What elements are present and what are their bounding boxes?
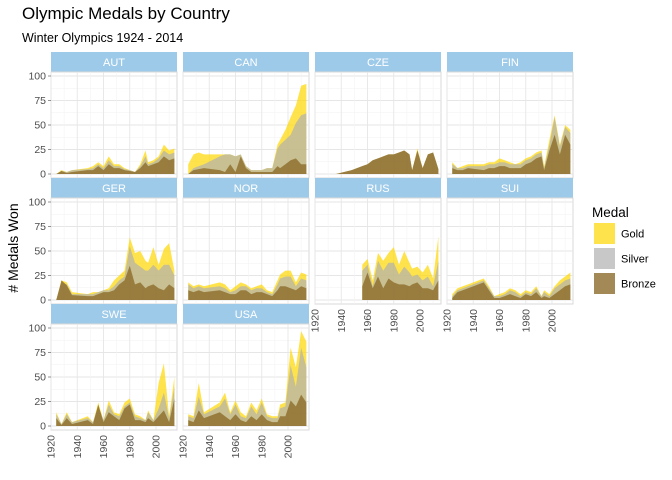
chart-subtitle: Winter Olympics 1924 - 2014	[22, 31, 184, 45]
x-tick-label: 1980	[256, 435, 268, 459]
y-tick-label: 25	[34, 270, 46, 282]
facet-strip	[183, 178, 309, 198]
area-bronze-cze	[320, 150, 439, 174]
legend-key-silver	[594, 248, 615, 269]
area-bronze-ger	[56, 265, 175, 300]
panel-fin: FIN	[446, 52, 574, 179]
y-tick-label: 75	[34, 221, 46, 233]
panel-can: CAN	[182, 52, 310, 179]
y-tick-label: 0	[40, 169, 46, 181]
legend-title: Medal	[592, 205, 629, 220]
x-tick-label: 1940	[468, 309, 480, 333]
x-tick-label: 1960	[98, 435, 110, 459]
y-tick-label: 75	[34, 347, 46, 359]
facet-strip-label: SUI	[501, 183, 519, 195]
facet-strip-label: AUT	[103, 57, 125, 69]
facet-strip-label: SWE	[101, 309, 126, 321]
facet-strip-label: FIN	[501, 57, 519, 69]
facet-strip-label: USA	[235, 309, 258, 321]
area-silver-can	[188, 113, 307, 174]
legend-label-bronze: Bronze	[621, 279, 656, 291]
panel-nor: NOR	[182, 178, 310, 305]
x-tick-label: 2000	[151, 435, 163, 459]
legend-label-gold: Gold	[621, 229, 644, 241]
area-silver-ger	[56, 246, 175, 300]
x-tick-label: 1940	[72, 435, 84, 459]
x-tick-label: 2000	[283, 435, 295, 459]
facet-strip	[51, 178, 177, 198]
panel-cze: CZE	[314, 52, 442, 179]
facet-strip-label: GER	[102, 183, 126, 195]
panel-sui: SUI 1920 1940 1960 1980 2000	[442, 178, 574, 332]
y-axis-label: # Medals Won	[5, 203, 21, 292]
x-tick-label: 1940	[336, 309, 348, 333]
area-bronze-rus	[362, 272, 439, 300]
legend-label-silver: Silver	[621, 254, 649, 266]
x-tick-label: 1960	[494, 309, 506, 333]
y-tick-label: 100	[28, 197, 46, 209]
x-tick-label: 1960	[230, 435, 242, 459]
x-tick-label: 1960	[362, 309, 374, 333]
facet-strip	[51, 52, 177, 72]
y-tick-label: 100	[28, 323, 46, 335]
facet-strip	[183, 52, 309, 72]
x-tick-label: 2000	[547, 309, 559, 333]
y-tick-label: 50	[34, 246, 46, 258]
area-bronze-fin	[452, 134, 571, 174]
area-bronze-nor	[188, 286, 307, 300]
facet-strip	[183, 304, 309, 324]
y-tick-label: 50	[34, 372, 46, 384]
x-tick-label: 1940	[204, 435, 216, 459]
panel-swe: SWE 0 25 50 75 100 1920 1940 1960 1980 2000	[28, 304, 178, 459]
area-bronze-swe	[56, 398, 175, 426]
area-bronze-can	[188, 156, 307, 174]
x-tick-label: 1980	[124, 435, 136, 459]
x-tick-label: 1920	[442, 309, 454, 333]
y-tick-label: 0	[40, 421, 46, 433]
y-tick-label: 0	[40, 295, 46, 307]
facet-strip-label: RUS	[366, 183, 389, 195]
legend: Medal Gold Silver Bronze	[592, 205, 656, 294]
facet-strip-label: NOR	[234, 183, 259, 195]
area-bronze-usa	[188, 394, 307, 426]
facet-strip	[447, 178, 573, 198]
panel-aut: AUT 0 25 50 75 100	[28, 52, 178, 181]
y-tick-label: 50	[34, 120, 46, 132]
facet-strip	[447, 52, 573, 72]
facet-strip-label: CAN	[234, 57, 257, 69]
legend-key-gold	[594, 223, 615, 244]
x-tick-label: 1980	[520, 309, 532, 333]
facet-strip-label: CZE	[367, 57, 389, 69]
facet-strip	[315, 52, 441, 72]
y-tick-label: 75	[34, 95, 46, 107]
x-tick-label: 1920	[46, 435, 58, 459]
panel-rus: RUS 1920 1940 1960 1980 2000	[310, 178, 442, 332]
facet-strip	[315, 178, 441, 198]
y-tick-label: 100	[28, 71, 46, 83]
chart-title: Olympic Medals by Country	[22, 4, 230, 23]
x-tick-label: 1980	[388, 309, 400, 333]
x-tick-label: 1920	[178, 435, 190, 459]
area-bronze-aut	[56, 156, 175, 174]
x-tick-label: 1920	[310, 309, 322, 333]
area-bronze-sui	[452, 282, 571, 300]
facet-panels: AUT 0 25 50 75 100 CAN CZE FIN GER 0 25 50 75 100 NOR RU…	[28, 52, 574, 459]
y-tick-label: 25	[34, 144, 46, 156]
legend-key-bronze	[594, 273, 615, 294]
x-tick-label: 2000	[415, 309, 427, 333]
panel-usa: USA 1920 1940 1960 1980 2000	[178, 304, 310, 458]
y-tick-label: 25	[34, 396, 46, 408]
facet-strip	[51, 304, 177, 324]
panel-ger: GER 0 25 50 75 100	[28, 178, 178, 307]
